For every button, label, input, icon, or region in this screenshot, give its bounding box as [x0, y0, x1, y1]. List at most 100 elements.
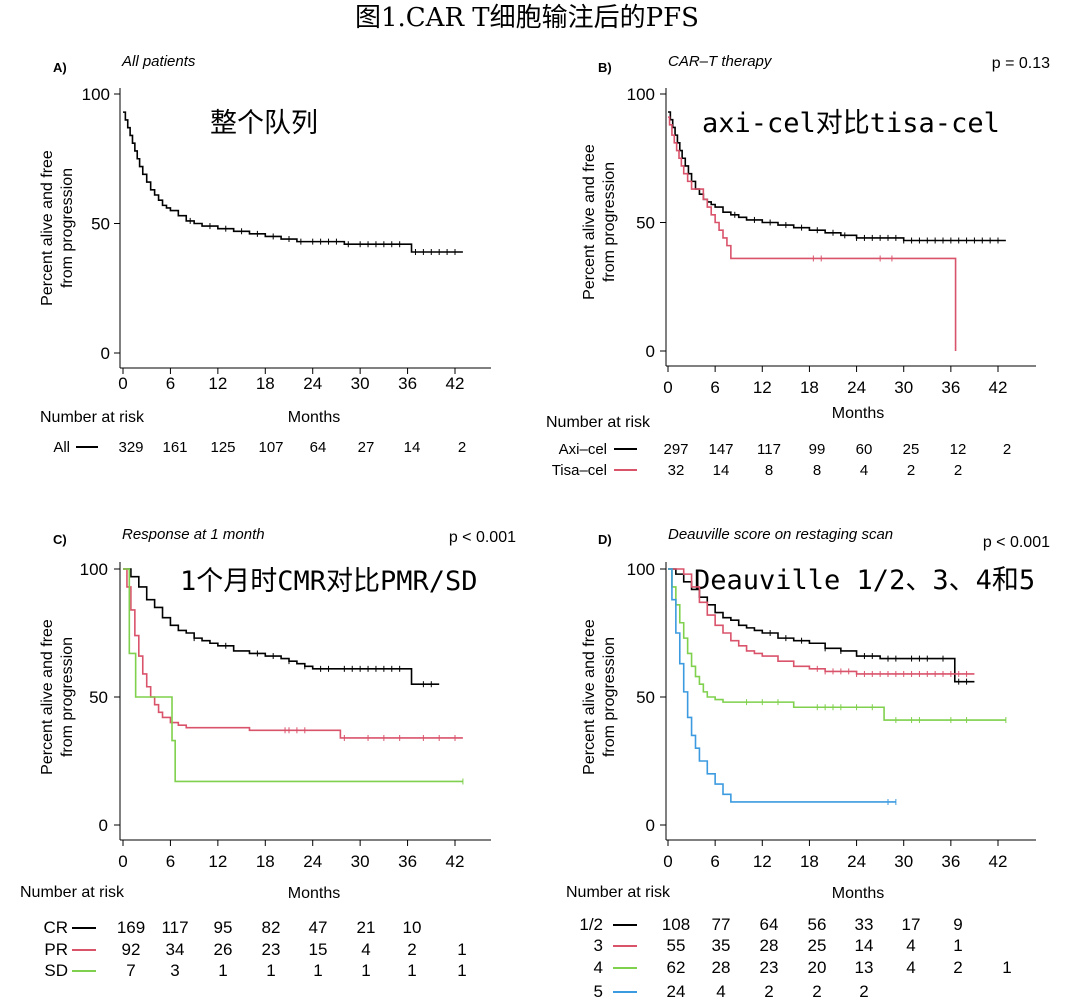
risk-row-label: SD	[44, 961, 68, 980]
panel-label: C)	[53, 532, 67, 547]
panel-d: D) Deauville score on restaging scan p < 0…	[566, 526, 1050, 999]
risk-value: 107	[258, 439, 283, 456]
panel-label: D)	[598, 532, 612, 547]
risk-value: 169	[117, 918, 145, 937]
risk-value: 2	[859, 982, 868, 999]
x-axis-label: Months	[288, 885, 340, 902]
x-tick-label: 0	[118, 852, 127, 871]
risk-value: 17	[902, 915, 921, 934]
x-axis-label: Months	[832, 885, 884, 902]
risk-value: 4	[361, 940, 370, 959]
risk-value: 24	[667, 982, 686, 999]
x-tick-label: 0	[118, 374, 127, 393]
risk-value: 34	[166, 940, 185, 959]
y-axis-label-line1: Percent alive and free	[581, 619, 598, 775]
panel-subtitle: All patients	[121, 53, 196, 70]
risk-value: 33	[855, 915, 874, 934]
risk-value: 2	[953, 958, 962, 977]
x-tick-label: 6	[166, 852, 175, 871]
x-tick-label: 18	[256, 852, 275, 871]
risk-table-title: Number at risk	[566, 884, 671, 901]
risk-value: 13	[855, 958, 874, 977]
risk-value: 108	[662, 915, 690, 934]
risk-value: 14	[713, 462, 730, 479]
risk-value: 7	[126, 961, 135, 980]
km-curve-3	[668, 568, 975, 675]
km-curve-all	[123, 111, 463, 253]
risk-value: 99	[809, 441, 826, 458]
risk-value: 1	[266, 961, 275, 980]
risk-row: Tisa–cel 32 14 8 8 4 2 2	[552, 462, 962, 479]
x-tick-label: 30	[351, 852, 370, 871]
x-tick-label: 6	[710, 378, 719, 397]
risk-value: 1	[218, 961, 227, 980]
p-value: p < 0.001	[983, 534, 1050, 551]
risk-row: CR 169 117 95 82 47 21 10	[43, 918, 421, 937]
y-tick-label: 0	[101, 344, 110, 363]
risk-value: 4	[860, 462, 868, 479]
x-tick-label: 42	[989, 378, 1008, 397]
panel-label: B)	[598, 60, 612, 75]
y-tick-label: 0	[99, 816, 108, 835]
risk-value: 25	[903, 441, 920, 458]
figure-title: 图1.CAR T细胞输注后的PFS	[355, 3, 699, 33]
panel-subtitle: Deauville score on restaging scan	[668, 526, 893, 543]
risk-row-label: 5	[594, 982, 603, 999]
x-axis-label: Months	[288, 409, 340, 426]
x-tick-label: 30	[894, 852, 913, 871]
y-tick-label: 100	[627, 85, 655, 104]
km-curve-5	[668, 568, 896, 803]
risk-value: 14	[404, 439, 421, 456]
x-tick-label: 12	[208, 374, 227, 393]
risk-value: 1	[457, 940, 466, 959]
risk-table-title: Number at risk	[40, 409, 145, 426]
risk-value: 2	[812, 982, 821, 999]
risk-value: 60	[856, 441, 873, 458]
y-tick-label: 50	[636, 214, 655, 233]
risk-value: 4	[716, 982, 725, 999]
x-tick-label: 24	[303, 374, 322, 393]
risk-value: 64	[760, 915, 779, 934]
risk-value: 95	[214, 918, 233, 937]
risk-value: 92	[122, 940, 141, 959]
km-curve-4	[668, 568, 1006, 721]
y-axis-label: Percent alive and free from progression	[581, 144, 618, 300]
risk-value: 147	[708, 441, 733, 458]
risk-row: Axi–cel 297 147 117 99 60 25 12 2	[559, 441, 1012, 458]
x-tick-label: 12	[753, 378, 772, 397]
y-tick-label: 50	[89, 688, 108, 707]
y-axis-label: Percent alive and free from progression	[39, 150, 76, 306]
risk-value: 9	[953, 915, 962, 934]
risk-value: 4	[906, 958, 915, 977]
panel-label: A)	[53, 60, 67, 75]
y-tick-label: 50	[91, 215, 110, 234]
risk-row-label: CR	[43, 918, 68, 937]
x-tick-label: 36	[941, 378, 960, 397]
risk-value: 125	[210, 439, 235, 456]
km-curve-pr	[123, 568, 463, 739]
risk-value: 2	[764, 982, 773, 999]
risk-value: 10	[403, 918, 422, 937]
risk-row: 3 55 35 28 25 14 4 1	[594, 936, 963, 955]
risk-value: 117	[757, 441, 781, 458]
x-tick-label: 24	[303, 852, 322, 871]
risk-row-label: 3	[594, 936, 603, 955]
y-tick-label: 0	[646, 816, 655, 835]
km-curve-axicel	[668, 111, 1006, 242]
risk-value: 56	[808, 915, 827, 934]
risk-value: 82	[262, 918, 281, 937]
risk-value: 1	[1002, 958, 1011, 977]
panel-a: A) All patients 整个队列 Percent alive and free…	[39, 53, 491, 456]
risk-value: 3	[170, 961, 179, 980]
y-tick-label: 50	[636, 688, 655, 707]
x-tick-label: 0	[663, 378, 672, 397]
risk-value: 28	[712, 958, 731, 977]
x-tick-label: 30	[351, 374, 370, 393]
x-tick-label: 18	[256, 374, 275, 393]
risk-value: 8	[765, 462, 773, 479]
risk-value: 1	[457, 961, 466, 980]
y-axis-label-line1: Percent alive and free	[39, 150, 56, 306]
y-tick-label: 100	[82, 85, 110, 104]
p-value: p < 0.001	[449, 529, 516, 546]
